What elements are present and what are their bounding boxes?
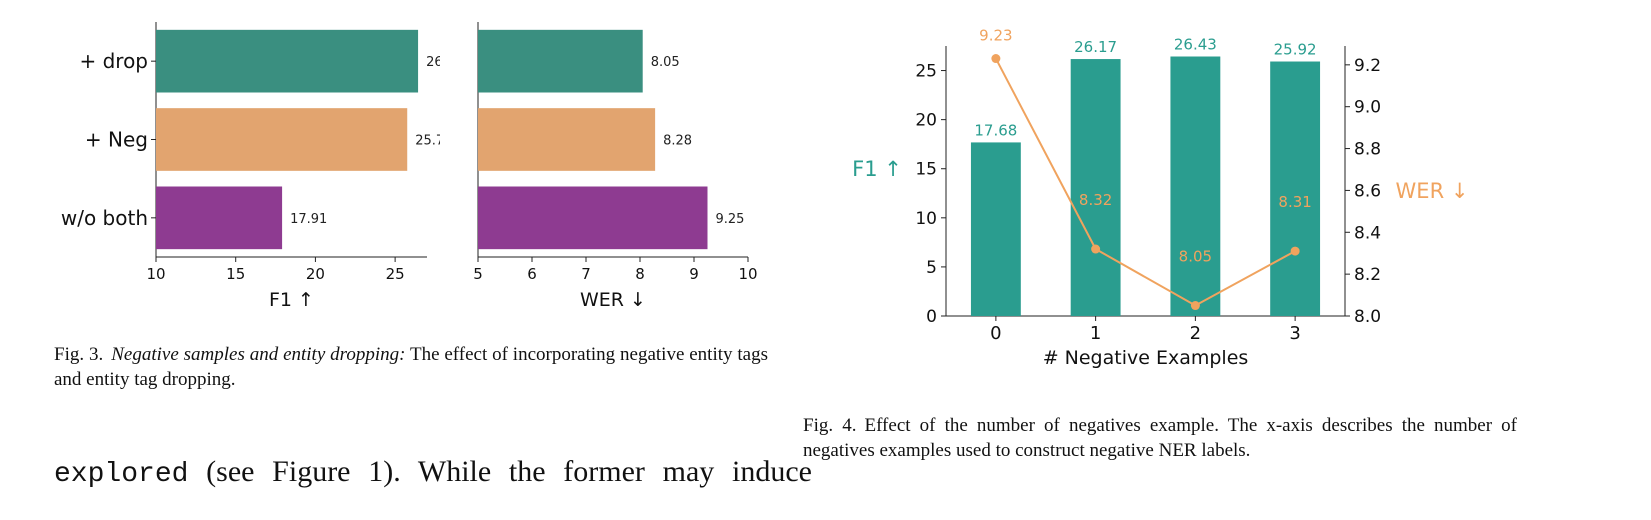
fig4-wer-point (1190, 301, 1200, 311)
body-text-rest: (see Figure 1). While the former may ind… (188, 455, 812, 488)
fig4-left-tick-label: 5 (926, 258, 937, 278)
fig4-caption: Fig. 4. Effect of the number of negatives… (803, 413, 1517, 463)
fig4-bar-value: 26.43 (1174, 36, 1217, 54)
fig4-wer-point-label: 8.32 (1079, 191, 1112, 209)
fig4-right-tick-label: 8.0 (1354, 307, 1381, 327)
fig4-bar (1070, 59, 1121, 317)
fig3-f1-bar (156, 186, 283, 250)
fig4-right-tick-label: 9.0 (1354, 98, 1381, 118)
fig4-left-tick-label: 0 (926, 307, 937, 327)
fig4-left-tick-label: 20 (915, 111, 937, 131)
fig3-f1-bar-value: 25.76 (415, 134, 440, 149)
fig3-f1-x-tick-label: 20 (306, 265, 325, 283)
fig4-x-tick-label: 3 (1289, 323, 1300, 344)
fig3-caption-label: Fig. 3. (54, 344, 104, 365)
fig4-bar (1170, 56, 1221, 316)
fig4-left-tick-label: 10 (915, 209, 937, 229)
fig4-chart: 17.68026.17126.43225.9239.238.328.058.31… (852, 27, 1469, 369)
fig3-f1-x-tick-label: 10 (146, 265, 165, 283)
fig3-caption-text: The effect of incorporating negative ent… (54, 344, 768, 390)
fig4-wer-point (991, 54, 1001, 64)
fig3-f1-bar (156, 29, 419, 93)
fig4-left-tick-label: 15 (915, 160, 937, 180)
fig3-wer-x-tick-label: 8 (635, 265, 645, 283)
fig3-wer-bar (478, 29, 643, 93)
fig4-x-axis-label: # Negative Examples (1043, 347, 1249, 369)
fig3-wer-x-axis-label: WER ↓ (580, 289, 646, 311)
fig3-f1-category-label: + drop (79, 49, 148, 73)
fig4-x-tick-label: 0 (990, 323, 1001, 344)
fig3-wer-bar-value: 8.28 (663, 134, 692, 149)
fig4-right-tick-label: 8.2 (1354, 265, 1381, 285)
fig3-f1-bar-value: 26.44 (426, 55, 440, 70)
fig4-bar-value: 26.17 (1074, 38, 1117, 56)
fig3-wer-bar-value: 9.25 (716, 212, 745, 227)
fig3-wer-chart: 8.05 8.28 9.25 5 6 7 8 9 10 WER ↓ (473, 22, 758, 311)
fig3-f1-bar-value: 17.91 (290, 212, 327, 227)
fig3-f1-chart: 26.44 + drop 25.76 + Neg 17.91 w/o both 10 15 20… (61, 22, 440, 311)
fig4-bar-value: 17.68 (974, 121, 1017, 139)
fig4-right-tick-label: 8.6 (1354, 181, 1381, 201)
fig4-wer-point (1290, 246, 1300, 256)
fig4-right-axis-label: WER ↓ (1396, 179, 1469, 203)
fig4-wer-point-label: 8.05 (1179, 248, 1212, 266)
fig3-wer-bar-value: 8.05 (651, 55, 680, 70)
fig4-wer-point (1091, 244, 1101, 254)
fig3-wer-bar (478, 108, 656, 171)
fig3-caption: Fig. 3. Negative samples and entity dropp… (54, 342, 768, 392)
fig4-bar (1270, 61, 1321, 316)
fig4-left-axis-label: F1 ↑ (852, 157, 902, 181)
fig4-x-tick-label: 2 (1190, 323, 1201, 344)
fig3-f1-category-label: + Neg (85, 128, 148, 152)
fig3-f1-bar (156, 108, 408, 171)
fig4-right-tick-label: 9.2 (1354, 56, 1381, 76)
fig3-wer-x-tick-label: 5 (473, 265, 483, 283)
fig3-wer-x-tick-label: 7 (581, 265, 591, 283)
fig4-caption-text: Effect of the number of negatives exampl… (803, 415, 1517, 461)
fig4-right-tick-label: 8.4 (1354, 223, 1381, 243)
fig4-bar-value: 25.92 (1274, 41, 1317, 59)
fig3-wer-x-tick-label: 9 (689, 265, 699, 283)
body-text-line: explored (see Figure 1). While the forme… (54, 455, 812, 490)
fig4-wer-point-label: 9.23 (979, 27, 1012, 45)
fig4-wer-point-label: 8.31 (1278, 193, 1311, 211)
fig3-caption-title: Negative samples and entity dropping: (111, 344, 406, 365)
fig4-bar (970, 142, 1021, 316)
fig3-wer-bar (478, 186, 708, 250)
fig3-f1-x-tick-label: 25 (386, 265, 405, 283)
fig4-right-tick-label: 8.8 (1354, 140, 1381, 160)
fig3-f1-category-label: w/o both (61, 206, 148, 230)
body-code-word: explored (54, 459, 189, 490)
fig4-caption-label: Fig. 4. (803, 415, 857, 436)
fig3-f1-x-tick-label: 15 (226, 265, 245, 283)
fig3-wer-x-tick-label: 6 (527, 265, 537, 283)
fig3-f1-x-axis-label: F1 ↑ (269, 289, 314, 311)
fig4-wer-line (994, 58, 1296, 307)
fig4-x-tick-label: 1 (1090, 323, 1101, 344)
fig3-wer-x-tick-label: 10 (738, 265, 757, 283)
fig4-left-tick-label: 25 (915, 62, 937, 82)
